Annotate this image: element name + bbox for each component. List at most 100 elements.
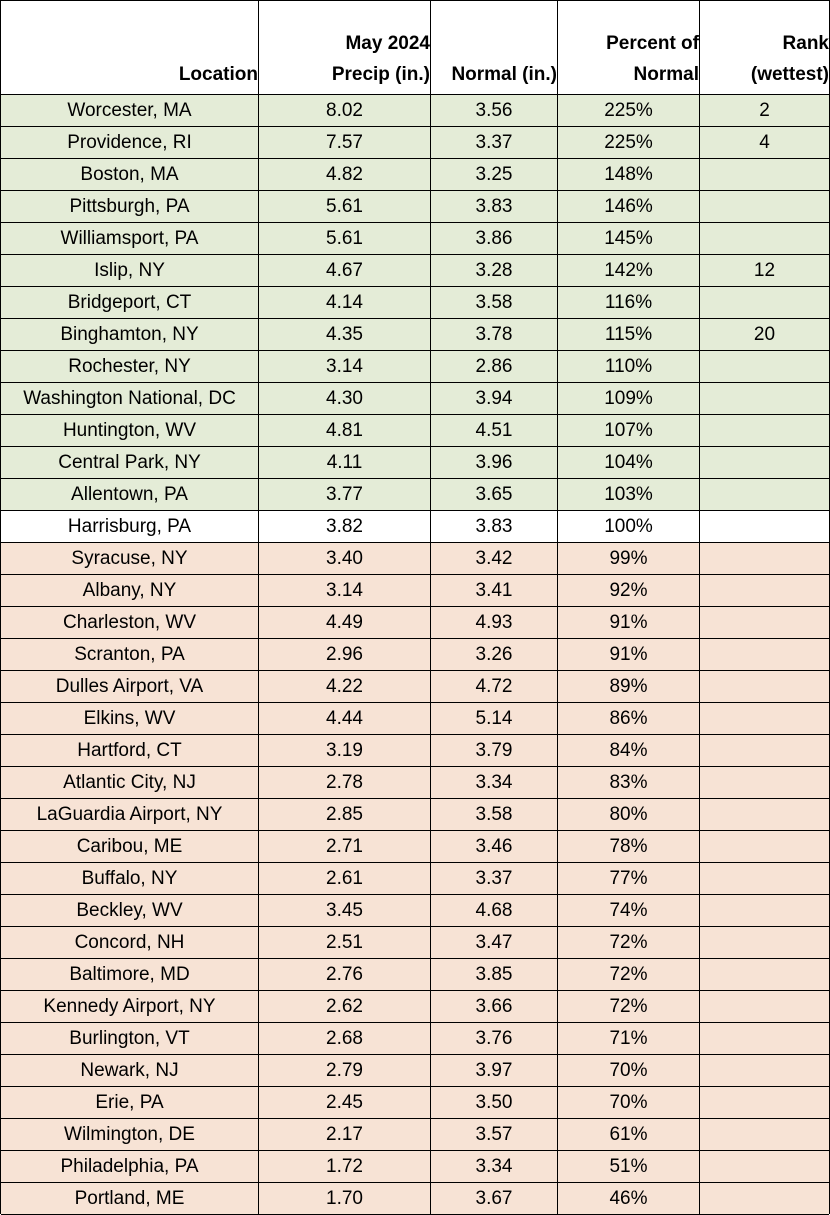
table-cell: 145% [558,223,700,255]
table-cell: 3.14 [259,575,431,607]
table-cell: 3.94 [431,383,558,415]
table-cell: 86% [558,703,700,735]
table-cell: 4.44 [259,703,431,735]
table-cell: 3.46 [431,831,558,863]
table-cell: 3.58 [431,799,558,831]
table-row: Williamsport, PA 5.61 3.86 145% [1,223,829,255]
table-row: LaGuardia Airport, NY 2.85 3.58 80% [1,799,829,831]
table-cell [700,1087,829,1119]
table-cell: Providence, RI [1,127,259,159]
table-cell: 78% [558,831,700,863]
table-row: Binghamton, NY 4.35 3.78 115% 20 [1,319,829,351]
header-cell: May 2024 Precip (in.) [259,1,431,95]
table-row: Huntington, WV 4.81 4.51 107% [1,415,829,447]
table-cell [700,639,829,671]
table-cell: 3.37 [431,863,558,895]
header-text: Percent of [606,33,699,54]
table-cell: 3.41 [431,575,558,607]
table-cell: 4.35 [259,319,431,351]
table-cell: 83% [558,767,700,799]
table-row: Pittsburgh, PA 5.61 3.83 146% [1,191,829,223]
table-cell [700,287,829,319]
table-cell: Beckley, WV [1,895,259,927]
table-row: Erie, PA 2.45 3.50 70% [1,1087,829,1119]
table-cell [700,831,829,863]
table-cell: 225% [558,127,700,159]
table-cell: 116% [558,287,700,319]
table-cell [700,1151,829,1183]
table-row: Scranton, PA 2.96 3.26 91% [1,639,829,671]
table-cell: Newark, NJ [1,1055,259,1087]
table-cell: 148% [558,159,700,191]
table-cell [700,575,829,607]
table-cell: 2.86 [431,351,558,383]
table-cell: 4.82 [259,159,431,191]
table-row: Buffalo, NY 2.61 3.37 77% [1,863,829,895]
table-cell: Baltimore, MD [1,959,259,991]
table-cell: 70% [558,1055,700,1087]
table-row: Providence, RI 7.57 3.37 225% 4 [1,127,829,159]
table-cell [700,735,829,767]
table-row: Syracuse, NY 3.40 3.42 99% [1,543,829,575]
table-cell [700,671,829,703]
table-cell: 7.57 [259,127,431,159]
header-text: May 2024 [345,33,430,54]
table-cell: 3.28 [431,255,558,287]
table-cell: 3.57 [431,1119,558,1151]
table-cell: Charleston, WV [1,607,259,639]
table-cell: 2.71 [259,831,431,863]
table-cell: 3.83 [431,191,558,223]
table-cell: 46% [558,1183,700,1215]
table-cell: Elkins, WV [1,703,259,735]
table-cell [700,351,829,383]
table-cell: Worcester, MA [1,95,259,127]
table-cell: Albany, NY [1,575,259,607]
header-text: Rank [782,33,829,54]
table-cell: 3.42 [431,543,558,575]
table-cell: 2.78 [259,767,431,799]
table-cell: Boston, MA [1,159,259,191]
table-cell: 3.97 [431,1055,558,1087]
table-cell: Portland, ME [1,1183,259,1215]
header-text: Precip (in.) [331,64,430,85]
table-cell [700,447,829,479]
table-cell: Hartford, CT [1,735,259,767]
table-cell: Buffalo, NY [1,863,259,895]
header-text: Normal (in.) [451,64,557,85]
table-cell: Huntington, WV [1,415,259,447]
table-cell: LaGuardia Airport, NY [1,799,259,831]
table-cell: 3.47 [431,927,558,959]
table-row: Albany, NY 3.14 3.41 92% [1,575,829,607]
table-cell: 107% [558,415,700,447]
table-row: Dulles Airport, VA 4.22 4.72 89% [1,671,829,703]
table-cell [700,383,829,415]
table-cell: 61% [558,1119,700,1151]
table-cell: Wilmington, DE [1,1119,259,1151]
table-row: Worcester, MA 8.02 3.56 225% 2 [1,95,829,127]
table-cell: 84% [558,735,700,767]
table-row: Allentown, PA 3.77 3.65 103% [1,479,829,511]
table-cell: Islip, NY [1,255,259,287]
table-cell: 3.66 [431,991,558,1023]
table-cell: 3.34 [431,767,558,799]
table-cell: 3.65 [431,479,558,511]
table-cell: 71% [558,1023,700,1055]
table-cell: 91% [558,607,700,639]
table-cell: Bridgeport, CT [1,287,259,319]
table-cell: Pittsburgh, PA [1,191,259,223]
table-row: Atlantic City, NJ 2.78 3.34 83% [1,767,829,799]
table-cell: 2.76 [259,959,431,991]
table-row: Boston, MA 4.82 3.25 148% [1,159,829,191]
table-cell: 3.25 [431,159,558,191]
table-cell: 2.45 [259,1087,431,1119]
table-cell: 20 [700,319,829,351]
table-row: Islip, NY 4.67 3.28 142% 12 [1,255,829,287]
table-cell: 4.81 [259,415,431,447]
table-cell [700,895,829,927]
table-cell: Rochester, NY [1,351,259,383]
table-cell [700,799,829,831]
header-text: Location [178,64,258,85]
table-row: Beckley, WV 3.45 4.68 74% [1,895,829,927]
table-cell: 72% [558,991,700,1023]
